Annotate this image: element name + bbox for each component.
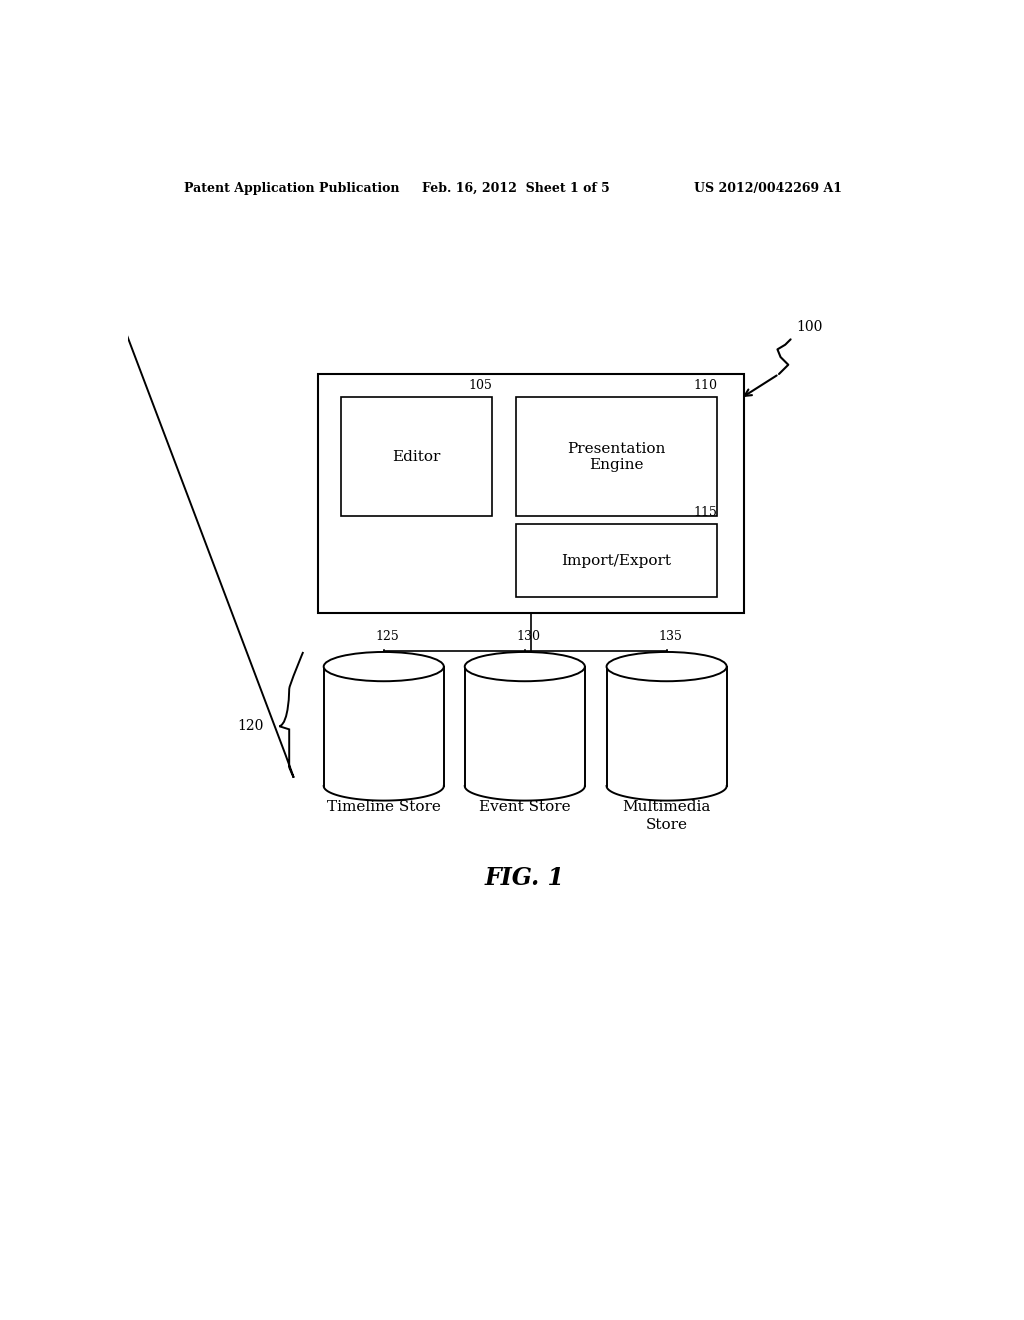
Bar xyxy=(317,374,744,612)
Text: Editor: Editor xyxy=(392,450,441,463)
Text: 125: 125 xyxy=(376,630,399,643)
Ellipse shape xyxy=(465,771,585,800)
Text: 120: 120 xyxy=(238,719,263,734)
Text: 110: 110 xyxy=(693,379,717,392)
Text: FIG. 1: FIG. 1 xyxy=(484,866,565,891)
Bar xyxy=(515,397,717,516)
Text: 130: 130 xyxy=(517,630,541,643)
Bar xyxy=(515,524,717,598)
Ellipse shape xyxy=(324,652,443,681)
Ellipse shape xyxy=(606,771,727,800)
Text: 135: 135 xyxy=(658,630,682,643)
Text: Feb. 16, 2012  Sheet 1 of 5: Feb. 16, 2012 Sheet 1 of 5 xyxy=(423,182,610,194)
Text: 100: 100 xyxy=(796,319,822,334)
Text: Import/Export: Import/Export xyxy=(561,553,672,568)
Bar xyxy=(324,667,443,785)
Text: Patent Application Publication: Patent Application Publication xyxy=(183,182,399,194)
Bar xyxy=(341,397,493,516)
Text: Multimedia
Store: Multimedia Store xyxy=(623,800,711,832)
Text: 115: 115 xyxy=(693,506,717,519)
Text: Timeline Store: Timeline Store xyxy=(327,800,440,814)
Ellipse shape xyxy=(606,652,727,681)
Text: US 2012/0042269 A1: US 2012/0042269 A1 xyxy=(693,182,842,194)
Text: Presentation
Engine: Presentation Engine xyxy=(567,442,666,471)
Ellipse shape xyxy=(324,771,443,800)
Bar xyxy=(606,667,727,785)
Text: Event Store: Event Store xyxy=(479,800,570,814)
Ellipse shape xyxy=(465,652,585,681)
Bar xyxy=(465,667,585,785)
Text: 105: 105 xyxy=(468,379,493,392)
